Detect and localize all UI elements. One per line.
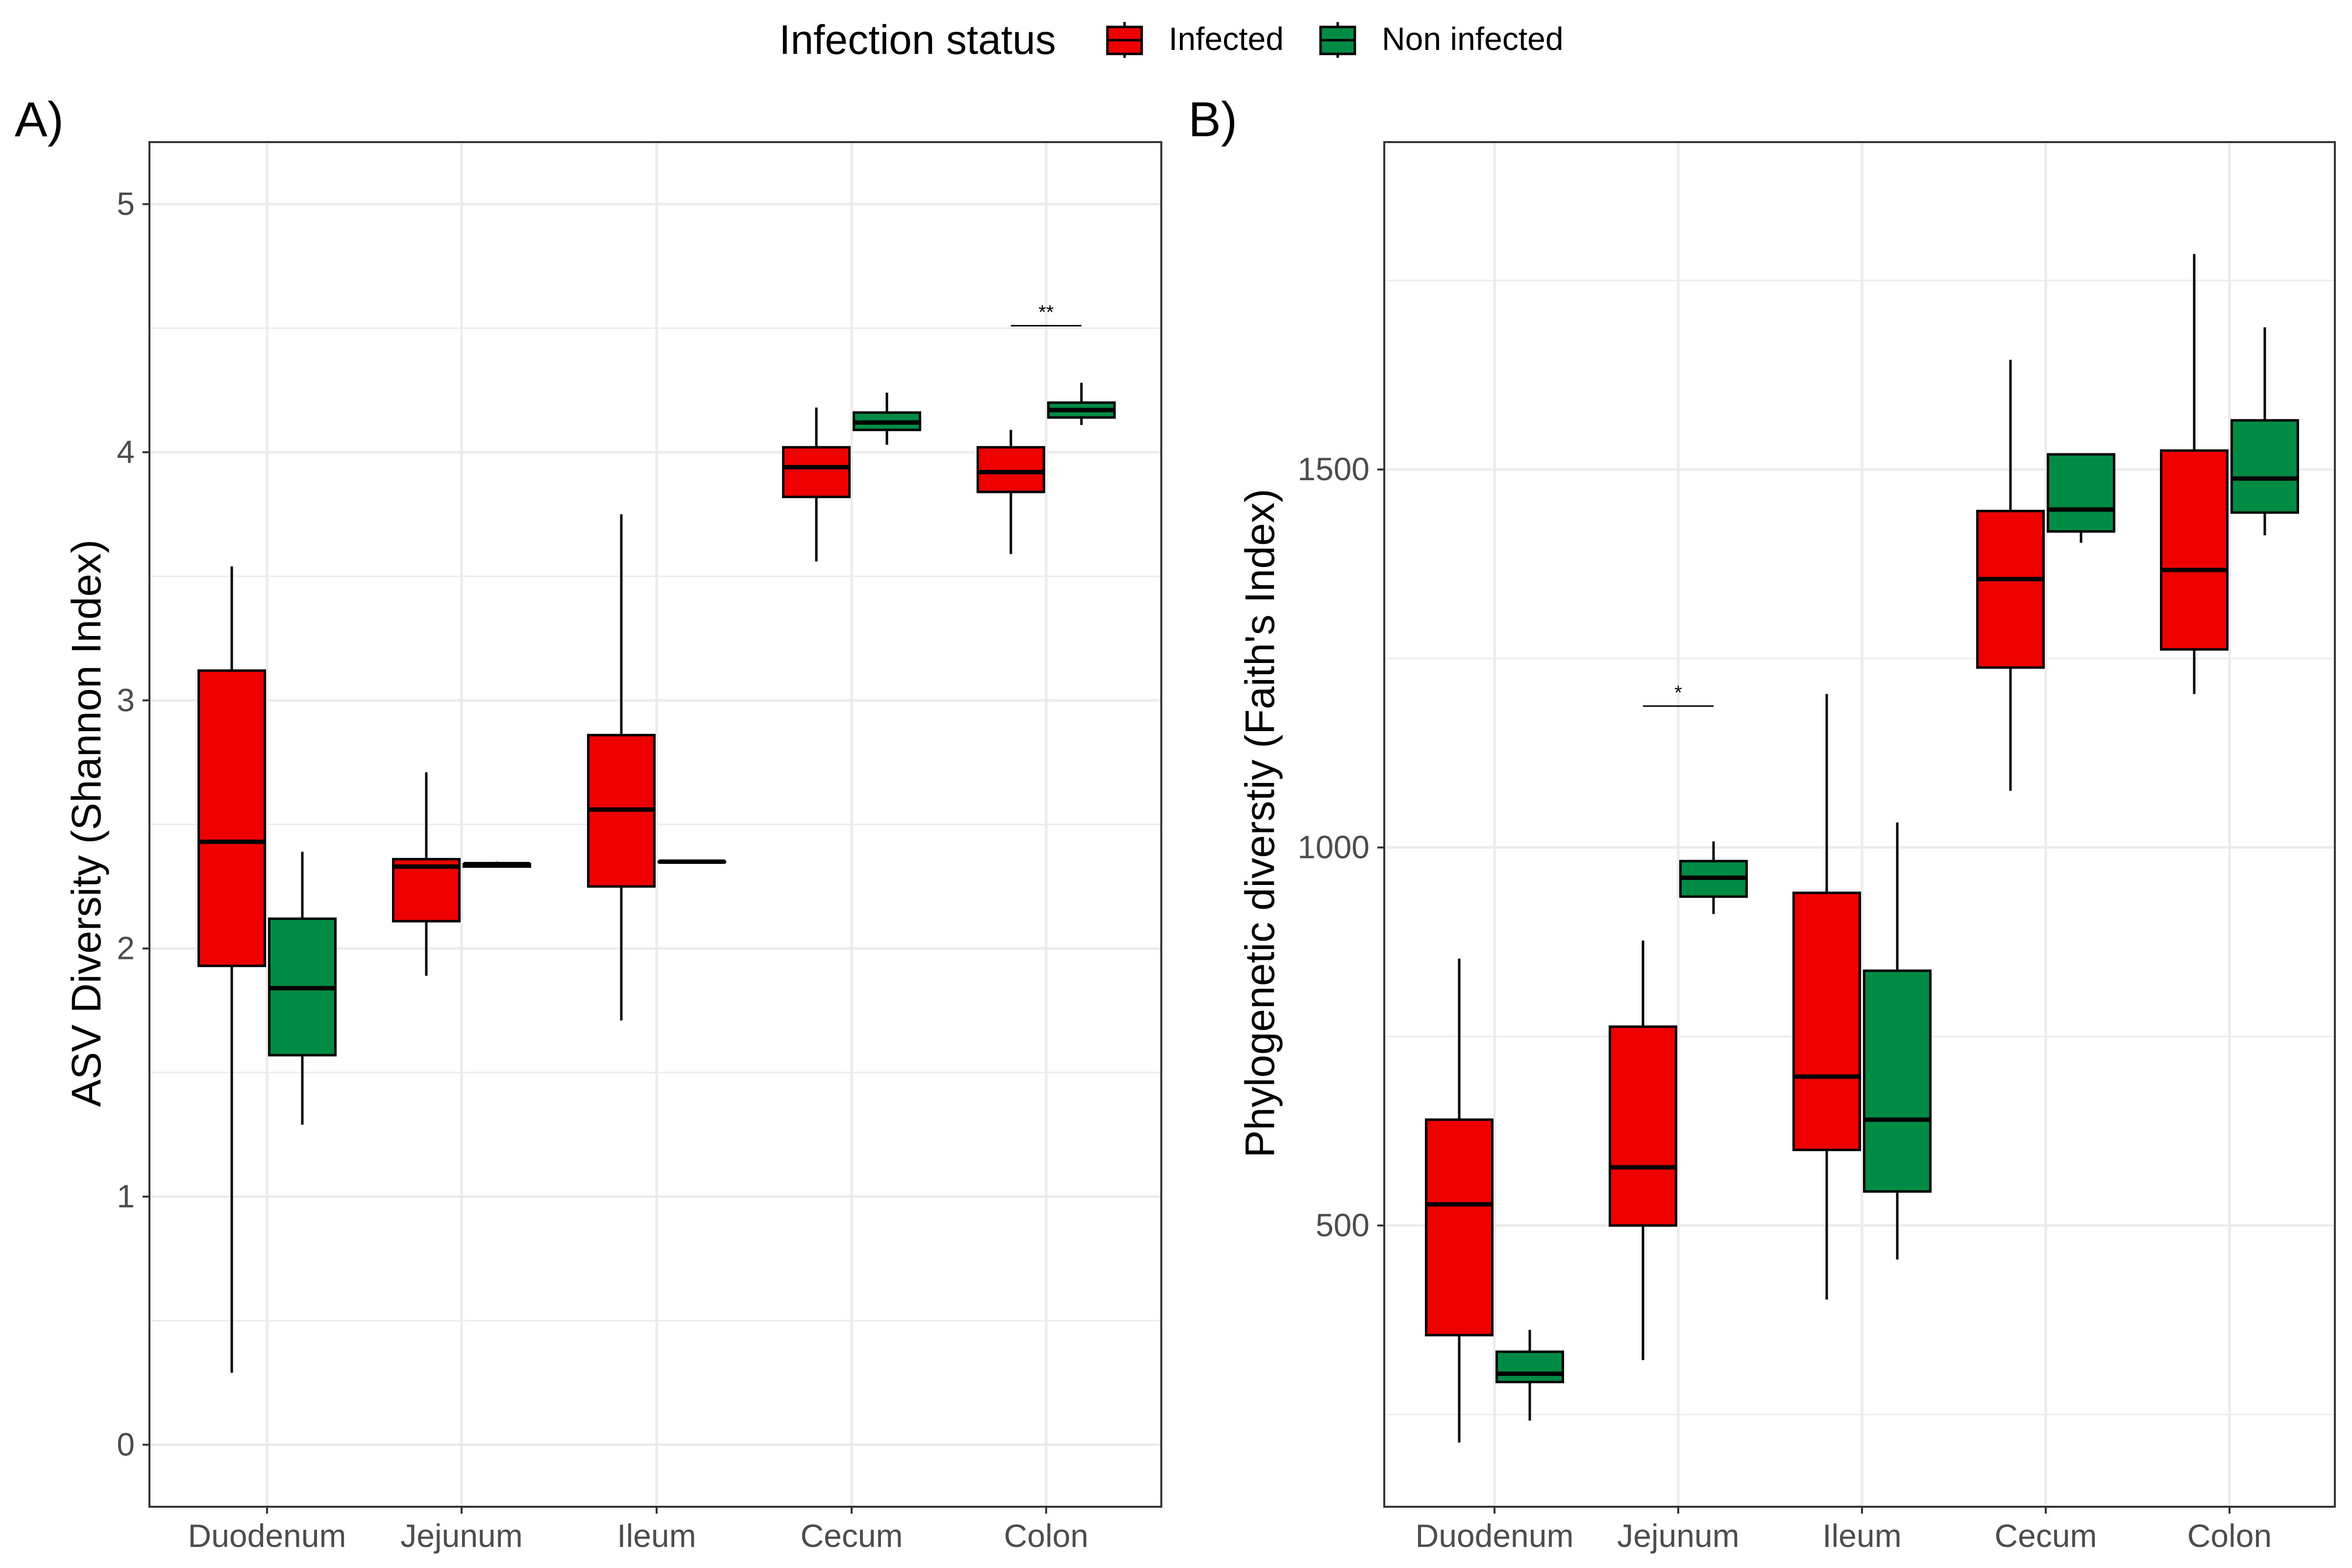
panel-b: B) Phylogenetic diverstiy (Faith's Index… [1188,92,2336,1554]
box-body [782,446,851,498]
box-infected-cecum [1976,360,2045,791]
box-infected-ileum [1792,694,1861,1300]
panel-border [148,141,1162,1508]
x-tick-label: Ileum [1822,1518,1901,1554]
x-tick-label: Cecum [800,1518,903,1554]
box-non-infected-jejunum [463,861,531,868]
y-tick-label: 4 [117,434,135,470]
legend-label-infected: Infected [1169,21,1284,57]
box-infected-ileum [587,514,656,1021]
x-tick-label: Jejunum [400,1518,522,1554]
box-body [2047,453,2115,533]
x-tick-label: Cecum [1994,1518,2097,1554]
plot-background [1384,142,2335,1507]
panel-b-tag: B) [1188,92,1237,147]
y-tick-label: 2 [117,930,135,966]
y-tick-label: 1000 [1298,829,1370,865]
box-non-infected-ileum [1863,822,1932,1260]
box-body [1792,891,1861,1152]
panel-a: A) ASV Diversity (Shannon Index) 0 1 2 3 4 5 D… [15,92,1162,1554]
box-non-infected-duodenum [268,852,337,1125]
box-non-infected-duodenum [1495,1329,1564,1421]
box-infected-duodenum [197,566,266,1373]
panel-b-plot: 500 1000 1500 Duodenum Jejunum Ileum Cecum Colo… [1298,141,2336,1554]
box-non-infected-colon [2230,327,2299,536]
box-body [1495,1350,1564,1383]
panel-b-y-axis-title: Phylogenetic diverstiy (Faith's Index) [1237,489,1283,1157]
box-infected-colon [2160,254,2229,694]
legend-label-non-infected: Non infected [1382,21,1564,57]
legend-item-infected: Infected [1106,21,1284,58]
panel-a-y-axis-title: ASV Diversity (Shannon Index) [63,539,109,1107]
box-body [197,669,266,967]
y-tick-label: 1 [117,1178,135,1214]
box-non-infected-cecum [2047,453,2115,543]
box-infected-colon [977,430,1045,554]
legend: Infection status Infected Non infected [779,17,1564,63]
box-body [977,446,1045,493]
box-infected-duodenum [1425,958,1494,1443]
y-tick-label: 0 [117,1426,135,1462]
x-tick-label: Ileum [617,1518,696,1554]
box-non-infected-cecum [853,392,921,445]
x-tick-label: Duodenum [188,1518,346,1554]
x-tick-label: Jejunum [1617,1518,1739,1554]
box-infected-cecum [782,407,851,562]
legend-title: Infection status [779,17,1056,63]
box-body [1609,1025,1677,1227]
y-tick-label: 1500 [1298,451,1370,487]
x-tick-label: Colon [2187,1518,2272,1554]
y-tick-label: 5 [117,186,135,222]
box-non-infected-jejunum [1679,841,1748,914]
x-tick-label: Colon [1004,1518,1088,1554]
x-tick-label: Duodenum [1416,1518,1574,1554]
box-infected-jejunum [392,772,461,976]
y-tick-label: 500 [1316,1207,1370,1243]
box-body [1425,1118,1494,1337]
panel-a-tag: A) [15,92,64,147]
legend-item-non-infected: Non infected [1319,21,1564,58]
box-body [2160,449,2229,651]
y-tick-label: 3 [117,682,135,718]
box-body [392,858,461,923]
box-infected-jejunum [1609,940,1677,1360]
box-non-infected-colon [1047,383,1116,425]
box-body [1976,510,2045,669]
box-non-infected-ileum [658,859,726,864]
panel-a-plot: 0 1 2 3 4 5 Duodenum Jejunum Ileum Cecum Colon ** [117,141,1162,1554]
significance-label: * [1674,682,1682,704]
significance-label: ** [1038,302,1054,323]
panel-border [1383,141,2336,1508]
box-body [2230,419,2299,514]
box-body [1863,969,1932,1193]
